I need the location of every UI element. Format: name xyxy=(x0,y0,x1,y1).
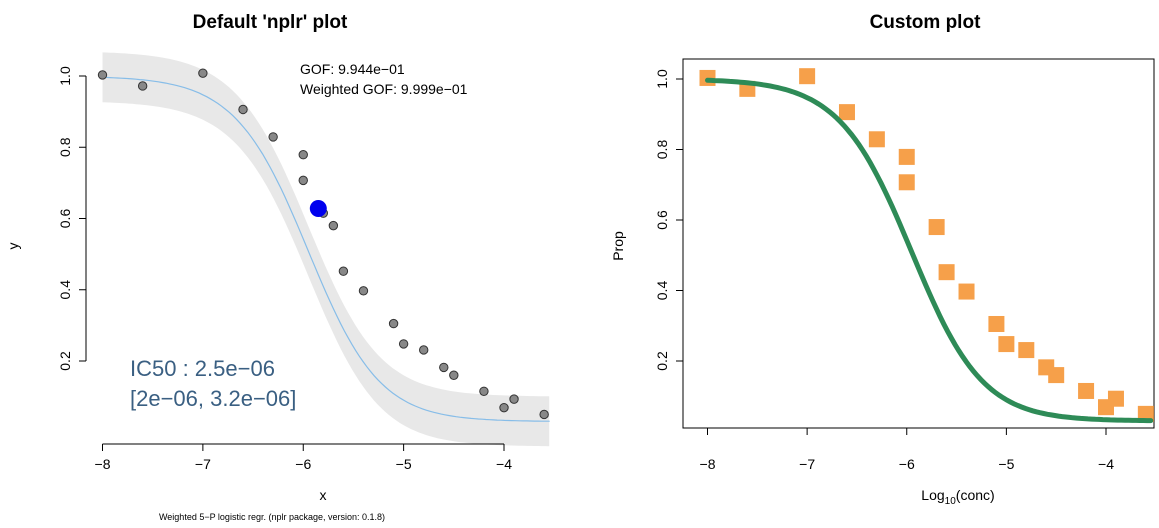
right-fitted-curve xyxy=(705,77,1154,424)
data-point xyxy=(198,68,208,78)
fitted-curve-line xyxy=(705,77,1154,424)
y-tick-label: 0.6 xyxy=(57,209,73,229)
x-tick-label: −8 xyxy=(95,456,111,472)
left-fitted-curve xyxy=(101,76,550,422)
y-tick-label: 0.4 xyxy=(57,280,73,300)
data-point xyxy=(358,286,369,296)
left-panel: Default 'nplr' plot −8 −7 −6 −5 −4 0.2 0.4 0.6… xyxy=(5,12,550,522)
left-x-axis: −8 −7 −6 −5 −4 xyxy=(95,443,512,472)
left-y-axis: 0.2 0.4 0.6 0.8 1.0 xyxy=(57,66,87,371)
right-plot-box xyxy=(682,58,1155,429)
left-ic50-marker xyxy=(309,200,327,218)
data-point xyxy=(449,370,459,380)
data-point xyxy=(539,409,549,420)
x-tick-label: −4 xyxy=(496,456,512,472)
data-point xyxy=(439,362,449,373)
right-x-axis: −8 −7 −6 −5 −4 xyxy=(700,428,1114,472)
data-point xyxy=(938,264,955,281)
x-tick-label: −6 xyxy=(295,456,311,472)
x-tick-label: −6 xyxy=(899,456,915,472)
data-point xyxy=(97,70,108,80)
data-point xyxy=(388,318,399,329)
xlabel-subscript: 10 xyxy=(945,496,957,507)
y-tick-label: 0.2 xyxy=(654,351,670,371)
x-tick-label: −5 xyxy=(998,456,1014,472)
data-point xyxy=(998,336,1015,353)
right-panel: Custom plot −8 −7 −6 −5 −4 0.2 0.4 0.6 0.8 1.0 L… xyxy=(610,12,1155,507)
data-point xyxy=(1078,382,1095,399)
xlabel-rest: (conc) xyxy=(956,487,995,503)
y-tick-label: 1.0 xyxy=(654,69,670,89)
data-point xyxy=(928,219,945,236)
data-point xyxy=(1018,342,1035,359)
data-point xyxy=(1107,390,1124,407)
ic50-point xyxy=(309,200,327,218)
data-point xyxy=(509,394,519,404)
gof-annotation: GOF: 9.944e−01 xyxy=(300,61,405,77)
data-point xyxy=(419,345,429,355)
right-x-axis-label: Log10(conc) xyxy=(921,487,994,507)
y-tick-label: 0.8 xyxy=(654,140,670,160)
data-point xyxy=(479,386,489,396)
y-tick-label: 0.8 xyxy=(57,137,73,157)
data-point xyxy=(499,402,509,413)
data-point xyxy=(958,283,975,300)
left-chart-title: Default 'nplr' plot xyxy=(193,12,348,33)
data-point xyxy=(799,68,816,85)
data-point xyxy=(398,339,409,349)
data-point xyxy=(137,81,148,91)
data-point xyxy=(238,104,248,115)
data-point xyxy=(1048,367,1065,384)
data-point xyxy=(838,104,855,121)
right-y-axis-label: Prop xyxy=(610,231,626,261)
x-tick-label: −4 xyxy=(1098,456,1114,472)
right-chart-title: Custom plot xyxy=(870,12,981,33)
weighted-gof-annotation: Weighted GOF: 9.999e−01 xyxy=(300,81,468,97)
x-tick-label: −7 xyxy=(195,456,211,472)
data-point xyxy=(298,175,308,186)
y-tick-label: 0.2 xyxy=(57,351,73,371)
data-point xyxy=(328,220,339,231)
data-point xyxy=(1137,405,1154,422)
data-point xyxy=(988,315,1005,332)
x-tick-label: −7 xyxy=(799,456,815,472)
y-tick-label: 1.0 xyxy=(57,66,73,86)
fitted-curve-line xyxy=(101,76,550,422)
xlabel-base: Log xyxy=(921,487,944,503)
right-y-axis: 0.2 0.4 0.6 0.8 1.0 xyxy=(654,69,683,371)
data-point xyxy=(868,131,885,148)
ic50-ci-annotation: [2e−06, 3.2e−06] xyxy=(130,386,296,411)
y-tick-label: 0.6 xyxy=(654,210,670,230)
data-point xyxy=(338,266,349,276)
y-tick-label: 0.4 xyxy=(654,281,670,301)
x-tick-label: −8 xyxy=(700,456,716,472)
data-point xyxy=(898,174,915,191)
x-tick-label: −5 xyxy=(396,456,412,472)
data-point xyxy=(298,150,308,160)
left-chart-subtitle: Weighted 5−P logistic regr. (nplr packag… xyxy=(159,512,385,522)
left-x-axis-label: x xyxy=(320,487,327,503)
left-y-axis-label: y xyxy=(5,243,21,250)
data-point xyxy=(268,132,278,142)
ic50-annotation: IC50 : 2.5e−06 xyxy=(130,356,275,381)
data-point xyxy=(898,148,915,165)
right-data-points xyxy=(699,68,1154,422)
